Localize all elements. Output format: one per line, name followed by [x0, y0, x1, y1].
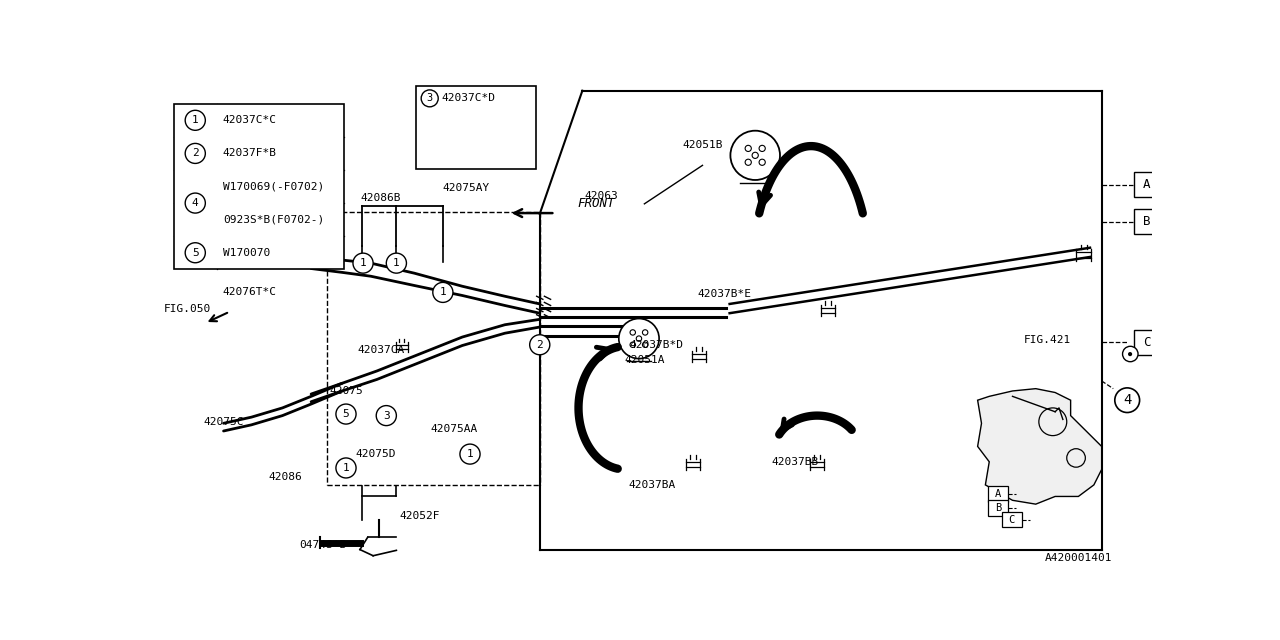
- Text: 42052F: 42052F: [399, 511, 440, 521]
- Text: 42037C*D: 42037C*D: [442, 93, 495, 103]
- Circle shape: [1039, 408, 1066, 436]
- Circle shape: [745, 145, 751, 152]
- Circle shape: [387, 253, 407, 273]
- Text: 42075AA: 42075AA: [431, 424, 479, 435]
- Text: 1: 1: [393, 258, 399, 268]
- Text: 4: 4: [192, 198, 198, 208]
- Text: 0923S*B(F0702-): 0923S*B(F0702-): [223, 214, 324, 225]
- Circle shape: [759, 159, 765, 165]
- Circle shape: [186, 243, 205, 263]
- Text: 2: 2: [536, 340, 543, 349]
- Bar: [1134, 209, 1158, 234]
- Circle shape: [186, 143, 205, 163]
- Text: 42037F*B: 42037F*B: [223, 148, 276, 159]
- Text: 42063: 42063: [585, 191, 618, 201]
- Circle shape: [630, 342, 635, 348]
- Bar: [988, 500, 1007, 516]
- Circle shape: [731, 131, 780, 180]
- Circle shape: [1115, 388, 1139, 413]
- Text: FRONT: FRONT: [577, 196, 614, 209]
- Circle shape: [753, 152, 758, 159]
- Circle shape: [618, 319, 659, 358]
- Circle shape: [421, 90, 438, 107]
- Circle shape: [460, 444, 480, 464]
- Text: 42051A: 42051A: [625, 355, 664, 365]
- Bar: [416, 86, 536, 169]
- Text: 5: 5: [192, 248, 198, 258]
- Text: FIG.050: FIG.050: [164, 305, 211, 314]
- Text: C: C: [1009, 515, 1015, 525]
- Text: 5: 5: [343, 409, 349, 419]
- Bar: [1002, 512, 1021, 527]
- Circle shape: [335, 458, 356, 478]
- Text: ●: ●: [1128, 351, 1133, 357]
- Text: 1: 1: [439, 287, 447, 298]
- Text: 42075AY: 42075AY: [443, 184, 490, 193]
- Text: W170070: W170070: [223, 248, 270, 258]
- Text: W170069(-F0702): W170069(-F0702): [223, 182, 324, 191]
- Text: 42075: 42075: [329, 386, 362, 396]
- Text: 1: 1: [192, 115, 198, 125]
- Text: 42051B: 42051B: [682, 140, 723, 150]
- Text: 42037CA: 42037CA: [357, 345, 404, 355]
- Text: C: C: [1143, 336, 1151, 349]
- Text: B: B: [995, 503, 1001, 513]
- Circle shape: [643, 342, 648, 348]
- Text: A: A: [995, 489, 1001, 499]
- Text: 42037BB: 42037BB: [772, 457, 819, 467]
- Text: 42086B: 42086B: [361, 193, 401, 204]
- Text: 42086: 42086: [269, 472, 302, 482]
- Polygon shape: [978, 388, 1102, 504]
- Circle shape: [759, 145, 765, 152]
- Circle shape: [530, 335, 550, 355]
- Bar: [1134, 172, 1158, 197]
- Text: 42037B*D: 42037B*D: [628, 340, 684, 349]
- Text: 4: 4: [1123, 393, 1132, 407]
- Text: 42075C: 42075C: [204, 417, 243, 427]
- Circle shape: [186, 193, 205, 213]
- Text: B: B: [1143, 215, 1151, 228]
- Text: 42075D: 42075D: [356, 449, 396, 459]
- Circle shape: [745, 159, 751, 165]
- Circle shape: [353, 253, 374, 273]
- Bar: [174, 104, 344, 269]
- Circle shape: [335, 404, 356, 424]
- Bar: [1134, 330, 1158, 355]
- Text: 42037C*C: 42037C*C: [223, 115, 276, 125]
- Text: 3: 3: [426, 93, 433, 103]
- Text: 42037BA: 42037BA: [628, 480, 676, 490]
- Text: 42076T*C: 42076T*C: [223, 287, 276, 298]
- Text: 3: 3: [383, 411, 389, 420]
- Bar: [988, 486, 1007, 502]
- Circle shape: [186, 110, 205, 131]
- Text: 1: 1: [343, 463, 349, 473]
- Text: A: A: [1143, 178, 1151, 191]
- Circle shape: [630, 330, 635, 335]
- Text: A420001401: A420001401: [1044, 553, 1112, 563]
- Circle shape: [636, 336, 641, 341]
- Text: FIG.421: FIG.421: [1024, 335, 1071, 345]
- Circle shape: [433, 282, 453, 303]
- Text: 1: 1: [360, 258, 366, 268]
- Text: 42037B*E: 42037B*E: [698, 289, 751, 299]
- Text: 1: 1: [467, 449, 474, 459]
- Circle shape: [1123, 346, 1138, 362]
- Text: 0474S*B: 0474S*B: [300, 540, 347, 550]
- Circle shape: [643, 330, 648, 335]
- Text: 2: 2: [192, 148, 198, 159]
- Circle shape: [1066, 449, 1085, 467]
- Circle shape: [376, 406, 397, 426]
